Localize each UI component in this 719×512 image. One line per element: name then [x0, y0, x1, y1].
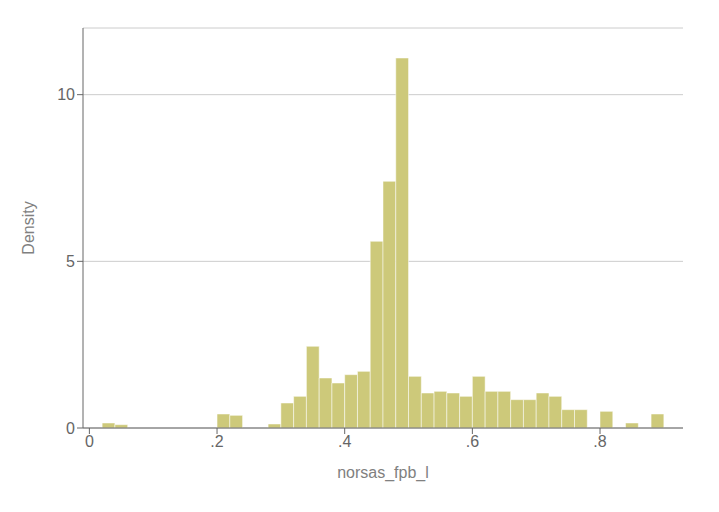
- svg-text:Density: Density: [20, 201, 37, 254]
- svg-text:.4: .4: [338, 433, 351, 450]
- svg-text:5: 5: [66, 253, 75, 270]
- svg-text:.8: .8: [593, 433, 606, 450]
- svg-text:0: 0: [66, 420, 75, 437]
- svg-text:0: 0: [85, 433, 94, 450]
- svg-text:.6: .6: [466, 433, 479, 450]
- svg-text:10: 10: [57, 86, 75, 103]
- svg-text:.2: .2: [210, 433, 223, 450]
- svg-text:norsas_fpb_l: norsas_fpb_l: [337, 464, 429, 482]
